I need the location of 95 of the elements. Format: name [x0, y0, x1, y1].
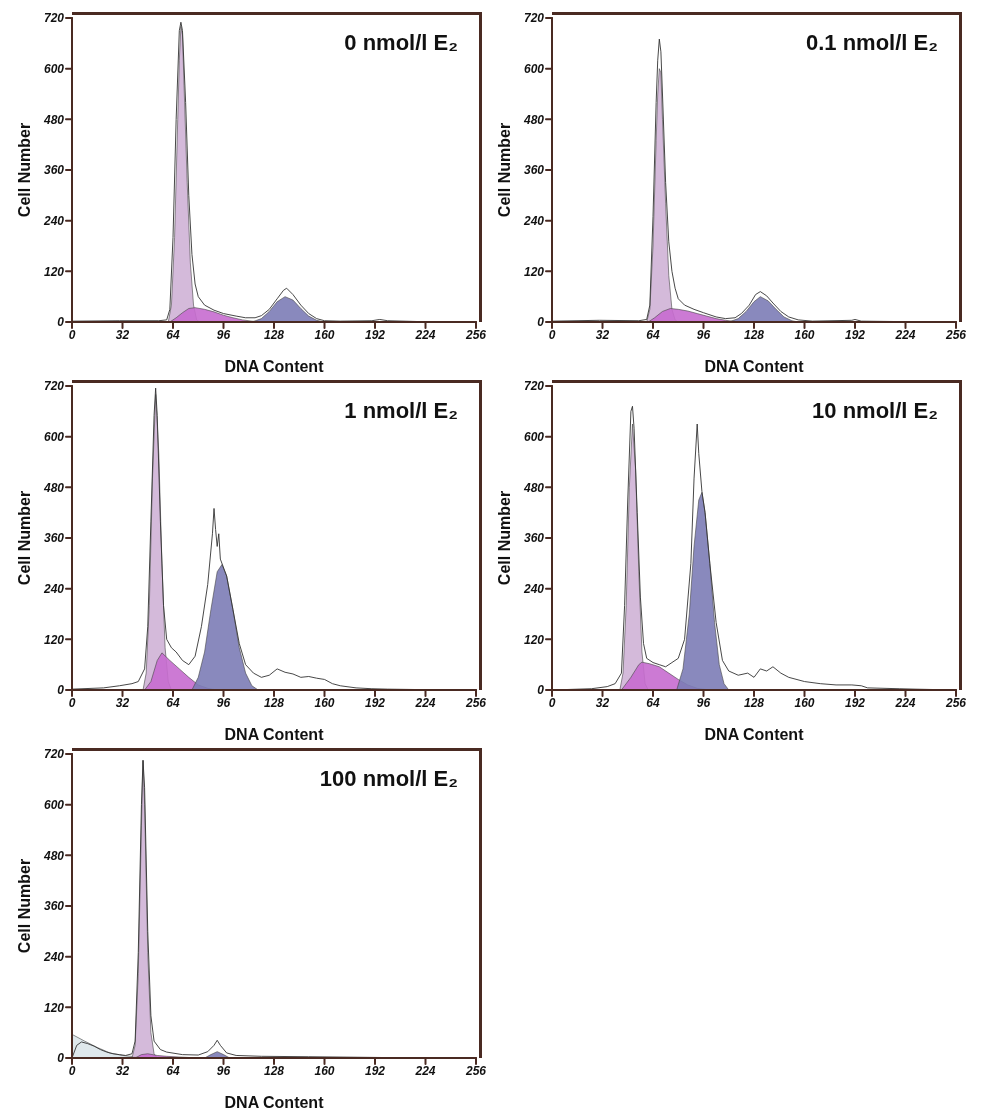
y-tick-label: 480 [42, 848, 65, 863]
y-axis-title: Cell Number [15, 122, 33, 218]
y-tick-label: 0 [57, 683, 65, 698]
y-tick-label: 120 [43, 264, 65, 279]
x-tick-label: 32 [595, 695, 610, 710]
x-tick-label: 32 [115, 327, 130, 342]
x-tick-label: 128 [743, 327, 765, 342]
y-tick-label: 360 [43, 531, 65, 546]
y-tick-label: 480 [42, 112, 65, 127]
y-tick-label: 600 [43, 61, 65, 76]
y-tick-label: 600 [43, 429, 65, 444]
x-tick-label: 96 [216, 1063, 231, 1078]
y-tick-label: 600 [523, 61, 545, 76]
x-tick-label: 160 [794, 695, 815, 710]
x-tick-label: 192 [364, 1063, 386, 1078]
x-tick-label: 32 [115, 695, 130, 710]
x-tick-label: 224 [414, 1063, 436, 1078]
x-tick-label: 0 [548, 695, 556, 710]
y-tick-label: 600 [43, 797, 65, 812]
x-axis-title: DNA Content [704, 726, 805, 743]
x-tick-label: 192 [364, 327, 386, 342]
x-tick-label: 128 [263, 695, 285, 710]
x-tick-label: 224 [894, 695, 916, 710]
x-tick-label: 160 [314, 695, 335, 710]
y-tick-label: 240 [42, 213, 65, 228]
x-tick-label: 64 [166, 695, 180, 710]
y-tick-label: 600 [523, 429, 545, 444]
y-tick-label: 720 [43, 747, 65, 762]
y-axis-title: Cell Number [15, 858, 33, 954]
x-axis-title: DNA Content [224, 358, 325, 375]
y-tick-label: 360 [43, 899, 65, 914]
x-tick-label: 256 [944, 695, 967, 710]
x-axis-title: DNA Content [224, 726, 325, 743]
y-tick-label: 0 [57, 1051, 65, 1066]
x-tick-label: 0 [68, 695, 76, 710]
x-tick-label: 96 [216, 327, 231, 342]
x-tick-label: 256 [464, 695, 487, 710]
y-axis-title: Cell Number [495, 490, 513, 586]
x-tick-label: 192 [844, 695, 866, 710]
x-tick-label: 224 [894, 327, 916, 342]
y-tick-label: 120 [523, 264, 545, 279]
y-axis-title: Cell Number [495, 122, 513, 218]
y-tick-label: 720 [523, 379, 545, 394]
y-tick-label: 240 [522, 213, 545, 228]
x-tick-label: 64 [646, 327, 660, 342]
x-tick-label: 32 [115, 1063, 130, 1078]
y-tick-label: 720 [43, 379, 65, 394]
x-tick-label: 160 [794, 327, 815, 342]
y-tick-label: 0 [57, 315, 65, 330]
y-tick-label: 360 [523, 531, 545, 546]
x-axis-title: DNA Content [704, 358, 805, 375]
x-tick-label: 128 [743, 695, 765, 710]
y-tick-label: 0 [537, 315, 545, 330]
x-tick-label: 32 [595, 327, 610, 342]
y-tick-label: 120 [43, 632, 65, 647]
x-tick-label: 256 [944, 327, 967, 342]
y-tick-label: 720 [523, 11, 545, 26]
text: 10 nmol/l E₂ [812, 398, 938, 424]
x-tick-label: 224 [414, 327, 436, 342]
x-tick-label: 256 [464, 327, 487, 342]
y-tick-label: 0 [537, 683, 545, 698]
y-tick-label: 240 [42, 581, 65, 596]
y-tick-label: 120 [523, 632, 545, 647]
x-tick-label: 160 [314, 327, 335, 342]
x-tick-label: 256 [464, 1063, 487, 1078]
x-tick-label: 0 [68, 327, 76, 342]
text: 0.1 nmol/l E₂ [805, 30, 938, 56]
x-tick-label: 0 [548, 327, 556, 342]
x-tick-label: 96 [216, 695, 231, 710]
y-tick-label: 480 [42, 480, 65, 495]
x-tick-label: 128 [263, 1063, 285, 1078]
x-tick-label: 192 [364, 695, 386, 710]
x-axis-title: DNA Content [224, 1094, 325, 1111]
x-tick-label: 0 [68, 1063, 76, 1078]
x-tick-label: 64 [166, 1063, 180, 1078]
y-tick-label: 240 [522, 581, 545, 596]
x-tick-label: 160 [314, 1063, 335, 1078]
x-tick-label: 96 [696, 327, 711, 342]
y-tick-label: 360 [43, 163, 65, 178]
y-tick-label: 480 [522, 112, 545, 127]
y-tick-label: 720 [43, 11, 65, 26]
x-tick-label: 192 [844, 327, 866, 342]
y-tick-label: 360 [523, 163, 545, 178]
x-tick-label: 224 [414, 695, 436, 710]
y-tick-label: 480 [522, 480, 545, 495]
text: 0 nmol/l E₂ [344, 30, 458, 56]
y-tick-label: 240 [42, 949, 65, 964]
x-tick-label: 64 [166, 327, 180, 342]
y-tick-label: 120 [43, 1000, 65, 1015]
y-axis-title: Cell Number [15, 490, 33, 586]
x-tick-label: 96 [696, 695, 711, 710]
text: 100 nmol/l E₂ [319, 766, 458, 792]
x-tick-label: 64 [646, 695, 660, 710]
x-tick-label: 128 [263, 327, 285, 342]
text: 1 nmol/l E₂ [344, 398, 458, 424]
